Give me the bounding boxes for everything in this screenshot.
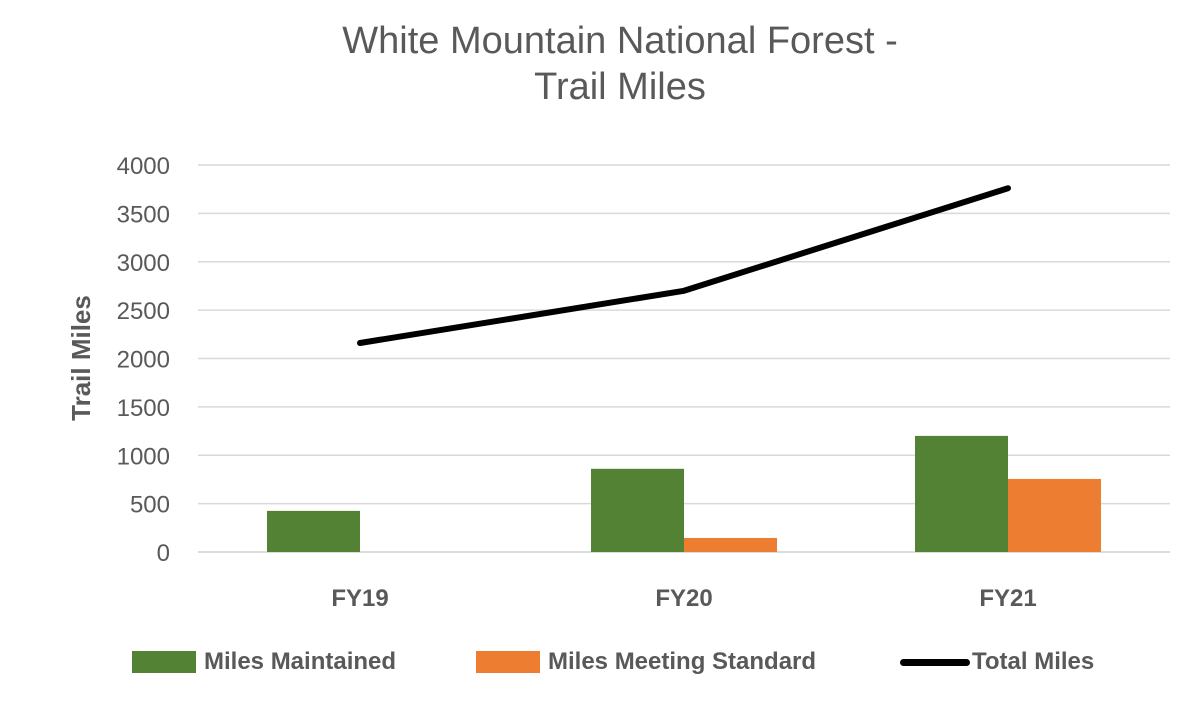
legend-item-miles-meeting-standard: Miles Meeting Standard xyxy=(476,648,816,676)
chart-title-line-1: White Mountain National Forest - xyxy=(342,20,898,62)
legend-label: Miles Meeting Standard xyxy=(548,648,817,675)
x-tick-label: FY21 xyxy=(979,585,1036,612)
bar xyxy=(267,510,360,552)
y-tick-label: 2000 xyxy=(117,347,170,374)
legend-label: Total Miles xyxy=(972,648,1095,675)
y-tick-label: 3000 xyxy=(117,250,170,277)
line-series xyxy=(357,185,1011,347)
green-swatch-icon xyxy=(132,651,196,673)
y-axis-ticks: 0 500 1000 1500 2000 2500 3000 3500 4000 xyxy=(117,153,170,567)
legend-item-total-miles: Total Miles xyxy=(900,648,1094,676)
y-tick-label: 3500 xyxy=(117,201,170,228)
legend-item-miles-maintained: Miles Maintained xyxy=(132,648,396,676)
total-miles-line xyxy=(357,185,1011,347)
chart-title-line-2: Trail Miles xyxy=(534,66,706,108)
gridlines xyxy=(198,164,1170,553)
chart-title: White Mountain National Forest - Trail M… xyxy=(0,18,1200,110)
orange-swatch-icon xyxy=(476,651,540,673)
y-tick-label: 1000 xyxy=(117,443,170,470)
bar xyxy=(1008,478,1101,552)
bar xyxy=(684,537,777,552)
y-tick-label: 1500 xyxy=(117,395,170,422)
x-axis-ticks: FY19 FY20 FY21 xyxy=(331,585,1036,612)
legend-label: Miles Maintained xyxy=(204,648,397,675)
y-tick-label: 0 xyxy=(157,540,170,567)
y-axis-label: Trail Miles xyxy=(66,295,96,421)
y-tick-label: 4000 xyxy=(117,153,170,180)
bar xyxy=(591,468,684,552)
legend: Miles Maintained Miles Meeting Standard … xyxy=(0,648,1200,682)
bar xyxy=(915,435,1008,552)
black-line-swatch-icon xyxy=(900,658,970,666)
bars xyxy=(267,435,1101,552)
x-tick-label: FY19 xyxy=(331,585,388,612)
y-tick-label: 500 xyxy=(130,492,170,519)
x-tick-label: FY20 xyxy=(655,585,712,612)
y-tick-label: 2500 xyxy=(117,298,170,325)
